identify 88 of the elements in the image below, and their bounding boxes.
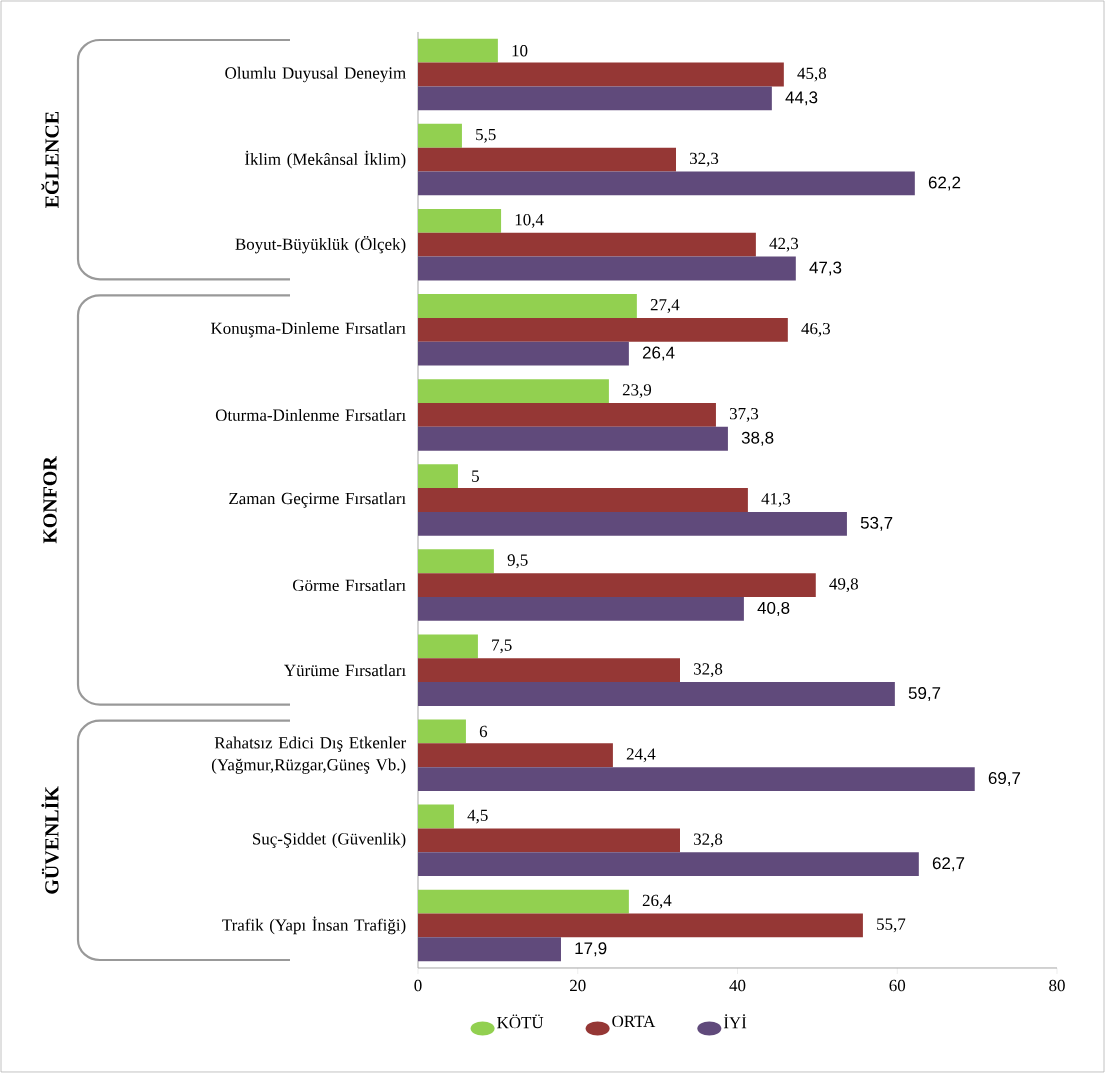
data-label: 55,7 xyxy=(877,918,906,933)
data-label: 32,8 xyxy=(694,833,723,848)
data-label: 32,8 xyxy=(694,663,723,678)
bar xyxy=(418,573,816,597)
data-label: 32,3 xyxy=(690,152,719,167)
bar xyxy=(418,256,796,281)
bar xyxy=(418,402,716,427)
data-label: 62,2 xyxy=(928,176,961,191)
y-tick-label: Konuşma-Dinleme Fırsatları xyxy=(210,322,406,338)
x-tick-label: 0 xyxy=(414,979,422,992)
data-label: 5 xyxy=(472,470,479,482)
data-label: 26,4 xyxy=(642,894,672,909)
data-label: 23,9 xyxy=(622,384,652,398)
y-tick-label: İklim (Mekânsal İklim) xyxy=(244,150,406,169)
y-tick-label: Zaman Geçirme Fırsatları xyxy=(229,492,406,508)
bar xyxy=(418,828,680,853)
y-tick-label: Boyut-Büyüklük (Ölçek) xyxy=(235,236,406,254)
x-tick-label: 60 xyxy=(889,979,906,992)
bar xyxy=(418,913,863,938)
bar xyxy=(418,852,919,877)
data-label: 9,5 xyxy=(507,554,528,569)
bar xyxy=(418,38,498,63)
bar xyxy=(418,294,637,318)
bar xyxy=(418,464,458,489)
data-label: 40,8 xyxy=(757,601,790,616)
legend-label: İYİ xyxy=(723,1014,747,1029)
text: KONFOR xyxy=(43,456,57,544)
bar xyxy=(418,488,748,512)
data-label: 4,5 xyxy=(467,809,488,824)
bar xyxy=(418,596,744,621)
bar xyxy=(418,767,975,791)
x-tick-label: 20 xyxy=(570,979,586,992)
bar xyxy=(418,426,728,451)
bar xyxy=(418,634,478,659)
data-label: 27,4 xyxy=(650,299,680,313)
bar xyxy=(418,62,784,87)
data-label: 69,7 xyxy=(988,772,1021,787)
data-label: 49,8 xyxy=(829,578,858,593)
legend-label: ORTA xyxy=(612,1015,656,1028)
bar xyxy=(418,86,772,111)
bar xyxy=(418,341,629,366)
x-tick-label: 80 xyxy=(1049,979,1065,992)
bar xyxy=(418,937,561,962)
bar xyxy=(418,123,462,148)
y-tick-label: Yürüme Fırsatları xyxy=(284,664,406,677)
x-tick-label: 40 xyxy=(729,979,746,992)
bar xyxy=(418,379,609,403)
bar xyxy=(418,658,680,683)
data-label: 45,8 xyxy=(797,67,827,82)
data-label: 10 xyxy=(512,44,528,57)
data-label: 10,4 xyxy=(515,213,544,228)
data-label: 42,3 xyxy=(769,237,799,252)
data-label: 46,3 xyxy=(801,322,831,337)
bar xyxy=(418,511,847,536)
data-label: 41,3 xyxy=(761,493,791,507)
bar xyxy=(418,208,502,233)
data-label: 26,4 xyxy=(642,346,675,361)
text: GÜVENLİK xyxy=(41,786,59,894)
bar xyxy=(418,147,676,172)
y-tick-label: Olumlu Duyusal Deneyim xyxy=(225,66,406,83)
data-label: 37,3 xyxy=(729,407,759,422)
data-label: 44,3 xyxy=(785,91,818,106)
bar xyxy=(418,171,915,196)
bar xyxy=(418,549,494,574)
data-label: 24,4 xyxy=(626,748,656,763)
data-label: 38,8 xyxy=(741,431,774,446)
y-tick-label: Suç-Şiddet (Güvenlik) xyxy=(253,832,406,849)
data-label: 7,5 xyxy=(492,639,512,654)
y-tick-label: Oturma-Dinlenme Fırsatları xyxy=(215,408,406,421)
data-label: 53,7 xyxy=(860,516,893,531)
bar xyxy=(418,743,613,768)
data-label: 62,7 xyxy=(932,857,965,872)
y-tick-label: Rahatsız Edici Dış Etkenler (Yağmur,Rüzgar,Güneş Vb.) xyxy=(211,736,407,774)
data-label: 6 xyxy=(479,725,488,738)
bar xyxy=(418,804,454,829)
legend-label: KÖTÜ xyxy=(497,1014,544,1029)
bar xyxy=(418,889,629,914)
data-label: 17,9 xyxy=(575,942,607,957)
data-label: 5,5 xyxy=(476,128,496,143)
bar xyxy=(418,232,756,257)
data-label: 59,7 xyxy=(908,686,941,701)
data-label: 47,3 xyxy=(809,261,842,276)
y-tick-label: Trafik (Yapı İnsan Trafiği) xyxy=(222,916,406,935)
bar xyxy=(418,682,895,706)
y-tick-label: Görme Fırsatları xyxy=(293,579,406,592)
text: EĞLENCE xyxy=(41,111,59,208)
bar xyxy=(418,317,788,342)
bar xyxy=(418,719,466,744)
